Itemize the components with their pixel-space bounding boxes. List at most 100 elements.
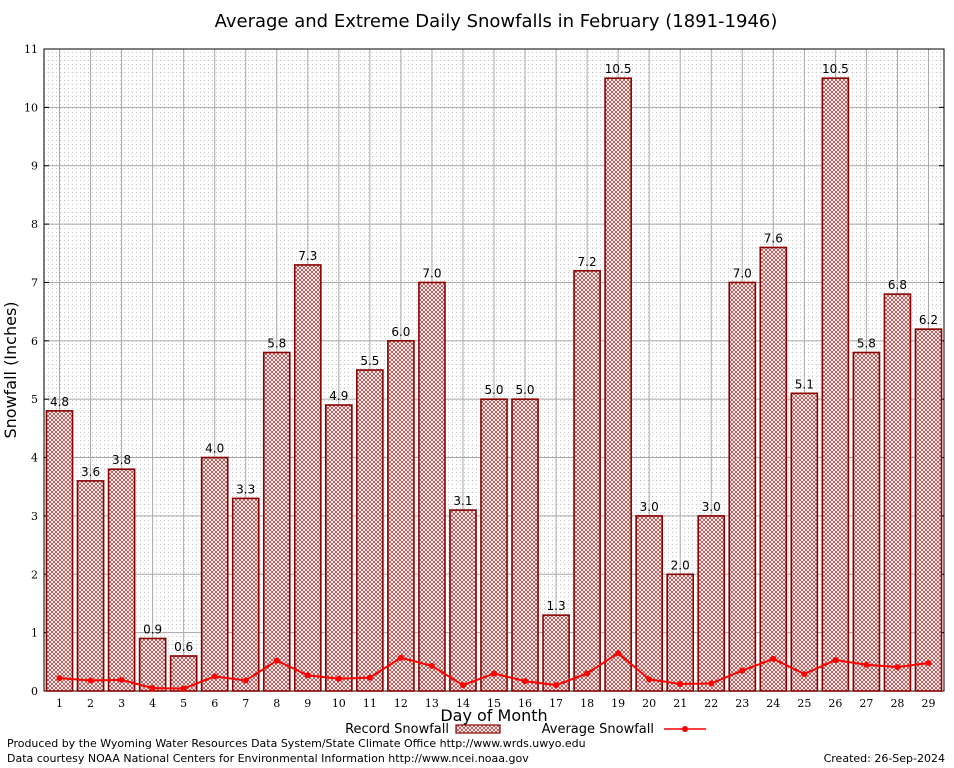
legend-average-marker bbox=[682, 726, 688, 732]
average-point-day-26 bbox=[832, 657, 839, 664]
x-tick-label: 15 bbox=[487, 697, 501, 710]
bar-label-day-21: 2.0 bbox=[671, 558, 690, 572]
average-point-day-24 bbox=[770, 655, 777, 662]
x-tick-label: 22 bbox=[704, 697, 718, 710]
x-tick-label: 28 bbox=[890, 697, 904, 710]
record-bar-day-20 bbox=[635, 515, 664, 692]
record-bar-day-16 bbox=[511, 398, 539, 692]
bar-label-day-13: 7.0 bbox=[422, 266, 441, 280]
average-point-day-4 bbox=[149, 685, 156, 692]
record-bar-day-25 bbox=[790, 392, 819, 692]
record-bar-day-10 bbox=[324, 404, 353, 692]
record-bar-day-4 bbox=[138, 637, 167, 692]
bar-label-day-2: 3.6 bbox=[81, 465, 100, 479]
average-point-day-17 bbox=[553, 682, 560, 689]
y-tick-label: 5 bbox=[31, 393, 38, 406]
x-tick-label: 14 bbox=[456, 697, 470, 710]
average-point-day-22 bbox=[708, 680, 715, 687]
x-tick-label: 29 bbox=[921, 697, 935, 710]
y-tick-label: 11 bbox=[24, 43, 38, 56]
bar-label-day-20: 3.0 bbox=[640, 500, 659, 514]
x-tick-label: 4 bbox=[149, 697, 156, 710]
average-snowfall-line bbox=[56, 650, 932, 692]
bar-value-labels: 4.8 3.6 3.8 0.9 0.6 4.0 3.3 5.8 7.3 4.9 5.5 6.0 7.0 3… bbox=[50, 62, 938, 654]
y-tick-label: 10 bbox=[24, 101, 38, 114]
x-tick-label: 12 bbox=[394, 697, 408, 710]
average-point-day-10 bbox=[335, 675, 342, 682]
y-tick-label: 6 bbox=[31, 335, 38, 348]
average-point-day-15 bbox=[491, 670, 497, 677]
average-point-day-14 bbox=[459, 682, 466, 689]
record-bar-day-22 bbox=[697, 515, 726, 692]
record-bar-day-1 bbox=[45, 410, 74, 692]
x-tick-label: 9 bbox=[304, 697, 311, 710]
y-tick-label: 9 bbox=[31, 160, 38, 173]
average-point-day-9 bbox=[304, 672, 311, 679]
x-tick-label: 25 bbox=[797, 697, 811, 710]
bar-label-day-19: 10.5 bbox=[605, 62, 632, 76]
x-axis-title: Day of Month bbox=[440, 706, 547, 725]
record-bar-day-7 bbox=[231, 497, 260, 692]
x-tick-label: 27 bbox=[859, 697, 873, 710]
bar-label-day-25: 5.1 bbox=[795, 377, 814, 391]
bar-label-day-10: 4.9 bbox=[329, 389, 348, 403]
record-bar-day-15 bbox=[480, 398, 508, 692]
average-point-day-19 bbox=[615, 650, 622, 657]
record-bar-day-11 bbox=[356, 369, 384, 692]
bar-label-day-16: 5.0 bbox=[515, 383, 534, 397]
average-point-day-25 bbox=[801, 671, 808, 678]
bar-label-day-12: 6.0 bbox=[391, 325, 410, 339]
x-tick-label: 7 bbox=[242, 697, 249, 710]
record-bar-day-6 bbox=[200, 456, 229, 692]
bar-label-day-1: 4.8 bbox=[50, 395, 69, 409]
record-bar-day-26 bbox=[821, 77, 850, 692]
average-point-day-29 bbox=[925, 659, 932, 666]
x-tick-label: 19 bbox=[611, 697, 625, 710]
record-bar-day-29 bbox=[914, 328, 943, 692]
average-point-day-23 bbox=[739, 667, 746, 674]
average-point-day-12 bbox=[397, 654, 404, 661]
legend-record-swatch bbox=[455, 724, 501, 734]
bar-label-day-29: 6.2 bbox=[919, 313, 938, 327]
bar-label-day-24: 7.6 bbox=[764, 231, 783, 245]
footer-source: Data courtesy NOAA National Centers for … bbox=[7, 752, 529, 765]
legend: Record Snowfall Average Snowfall bbox=[345, 722, 706, 737]
record-bar-day-19 bbox=[604, 77, 632, 692]
average-point-day-11 bbox=[366, 674, 373, 681]
average-point-day-28 bbox=[894, 664, 901, 671]
bar-label-day-4: 0.9 bbox=[143, 622, 162, 636]
x-tick-label: 1 bbox=[56, 697, 63, 710]
average-point-day-3 bbox=[118, 676, 125, 683]
x-tick-label: 21 bbox=[673, 697, 687, 710]
x-tick-label: 26 bbox=[828, 697, 842, 710]
record-bar-day-13 bbox=[418, 281, 446, 692]
y-tick-label: 7 bbox=[31, 276, 38, 289]
bar-label-day-22: 3.0 bbox=[702, 500, 721, 514]
record-bar-day-17 bbox=[542, 614, 570, 692]
record-bar-day-21 bbox=[666, 573, 695, 692]
x-tick-label: 3 bbox=[118, 697, 125, 710]
bar-label-day-17: 1.3 bbox=[547, 599, 566, 613]
average-point-day-21 bbox=[677, 680, 684, 687]
x-tick-label: 13 bbox=[425, 697, 439, 710]
record-bar-day-2 bbox=[76, 480, 105, 692]
bar-label-day-28: 6.8 bbox=[888, 278, 907, 292]
average-point-day-20 bbox=[646, 676, 653, 683]
bar-label-day-26: 10.5 bbox=[822, 62, 849, 76]
x-tick-label: 20 bbox=[642, 697, 656, 710]
bar-label-day-9: 7.3 bbox=[298, 249, 317, 263]
average-point-day-13 bbox=[428, 662, 435, 669]
average-point-day-16 bbox=[522, 678, 529, 685]
bar-label-day-23: 7.0 bbox=[733, 266, 752, 280]
average-point-day-8 bbox=[273, 657, 280, 664]
x-tick-label: 23 bbox=[735, 697, 749, 710]
chart-title: Average and Extreme Daily Snowfalls in F… bbox=[215, 11, 778, 32]
x-tick-label: 10 bbox=[332, 697, 346, 710]
footer-created: Created: 26-Sep-2024 bbox=[824, 752, 945, 765]
bar-label-day-27: 5.8 bbox=[857, 336, 876, 350]
record-bar-day-9 bbox=[293, 264, 322, 692]
x-tick-label: 5 bbox=[180, 697, 187, 710]
bar-label-day-18: 7.2 bbox=[578, 255, 597, 269]
y-axis-title: Snowfall (Inches) bbox=[1, 301, 20, 438]
